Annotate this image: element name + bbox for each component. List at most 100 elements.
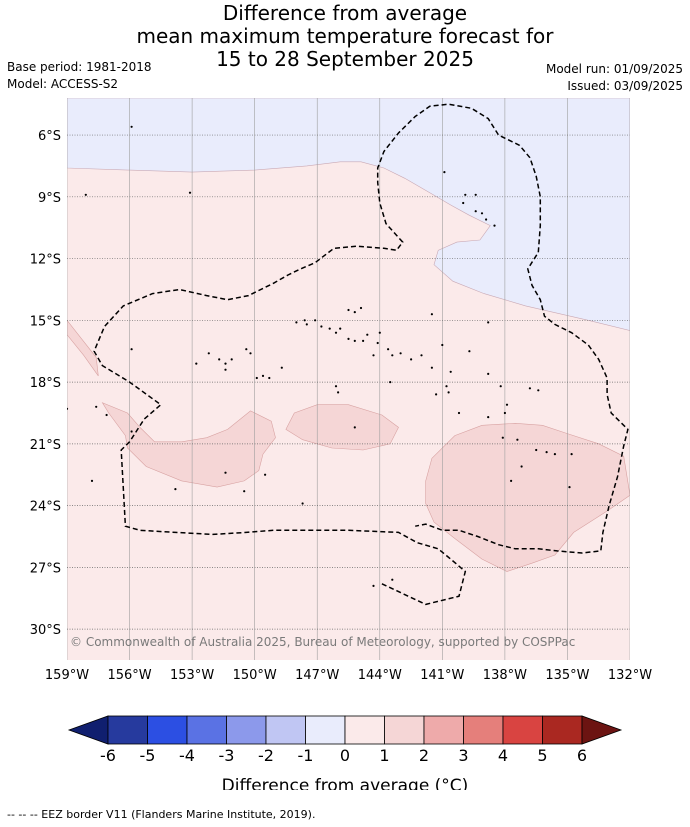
island-dot [261,374,265,377]
island-dot [487,372,490,375]
island-dot [372,354,375,357]
legend-tick-label: 5 [537,746,547,765]
latitude-label: 18°S [30,376,61,391]
title-line-2: mean maximum temperature forecast for [136,24,554,48]
island-dot [501,436,504,439]
island-dot [334,331,338,334]
model-run: Model run: 01/09/2025 [545,62,683,76]
island-dot [347,337,350,340]
latitude-label: 30°S [30,623,61,638]
island-dot [445,385,448,388]
island-dot [387,348,390,351]
legend-swatch [265,715,306,745]
island-dot [510,479,513,482]
island-dot [249,352,252,355]
island-dot [337,391,340,394]
island-dot [457,411,461,415]
legend-tick-label: 2 [419,746,429,765]
eez-footer-note: -- -- -- EEZ border V11 (Flanders Marine… [7,808,316,821]
latitude-label: 6°S [38,129,61,144]
island-dot [366,333,369,336]
island-dot [474,193,477,196]
island-dot [493,224,496,227]
island-dot [376,341,379,345]
legend-under-arrow [67,715,109,745]
island-dot [430,313,433,316]
legend-tick-label: -6 [100,746,116,765]
island-dot [224,471,227,474]
island-dot [230,358,233,361]
island-dot [528,387,532,390]
copyright-text: © Commonwealth of Australia 2025, Bureau… [70,635,575,649]
island-dot [468,350,471,353]
island-dot [320,325,323,328]
island-dot [268,376,271,380]
model-name: Model: ACCESS-S2 [7,77,119,91]
island-dot [410,358,413,361]
island-dot [487,321,490,324]
legend-tick-label: 3 [458,746,468,765]
issued-date: Issued: 03/09/2025 [567,79,683,93]
island-dot [570,453,573,456]
island-dot [84,193,87,196]
legend-tick-label: 0 [340,746,350,765]
legend-tick-label: -4 [179,746,195,765]
legend-swatch [305,715,346,745]
legend-tick-label: 1 [379,746,389,765]
island-dot [391,578,394,581]
island-dot [95,405,98,408]
island-dot [347,308,350,312]
island-dot [362,339,365,342]
latitude-label: 9°S [38,191,61,206]
island-dot [399,352,402,355]
island-dot [545,451,548,454]
title-line-1: Difference from average [222,1,468,25]
island-dot [505,403,509,406]
island-dot [295,321,298,324]
island-dot [449,370,452,373]
island-dot [499,385,502,388]
latitude-labels: 6°S 9°S 12°S 15°S 18°S 21°S 24°S 27°S 30°S [30,129,61,638]
base-period: Base period: 1981-2018 [7,60,152,74]
legend-swatch [384,715,425,745]
islands [67,125,573,588]
eez-borders [93,103,629,606]
island-dot [430,366,433,369]
island-dot [218,358,221,361]
legend-tick-label: -1 [298,746,314,765]
map-gridlines [67,98,630,660]
meta-right: Model run: 01/09/2025 Issued: 03/09/2025 [546,61,683,95]
longitude-label: 144°W [358,668,402,683]
legend-label: Difference from average (°C) [222,776,469,790]
island-dot [447,391,450,394]
island-dot [441,343,444,347]
legend-swatch [423,715,464,745]
island-dot [443,171,446,174]
island-dot [359,306,363,310]
longitude-label: 156°W [107,668,151,683]
island-dot [553,453,557,456]
island-dot [105,413,108,417]
island-dot [303,319,306,322]
warm-region-0 [67,319,99,377]
island-dot [353,311,356,314]
warm-region-2 [285,404,399,451]
island-dot [67,407,69,410]
longitude-label: 132°W [608,668,652,683]
island-dot [224,362,227,365]
eez-border-0 [93,103,629,606]
island-dot [503,411,506,415]
island-dot [264,473,267,476]
island-dot [245,348,248,351]
island-dot [462,201,465,205]
legend-tick-label: 6 [577,746,587,765]
island-dot [485,218,488,221]
island-dot [391,354,394,357]
legend-tick-label: -3 [219,746,235,765]
island-dot [305,323,308,326]
colorbar-legend: -6 -5 -4 -3 -2 -1 0 1 2 3 4 5 6 [67,715,623,765]
warm-region-1 [101,402,276,488]
island-dot [568,486,571,489]
latitude-label: 24°S [30,500,61,515]
title: Difference from average mean maximum tem… [0,2,690,71]
